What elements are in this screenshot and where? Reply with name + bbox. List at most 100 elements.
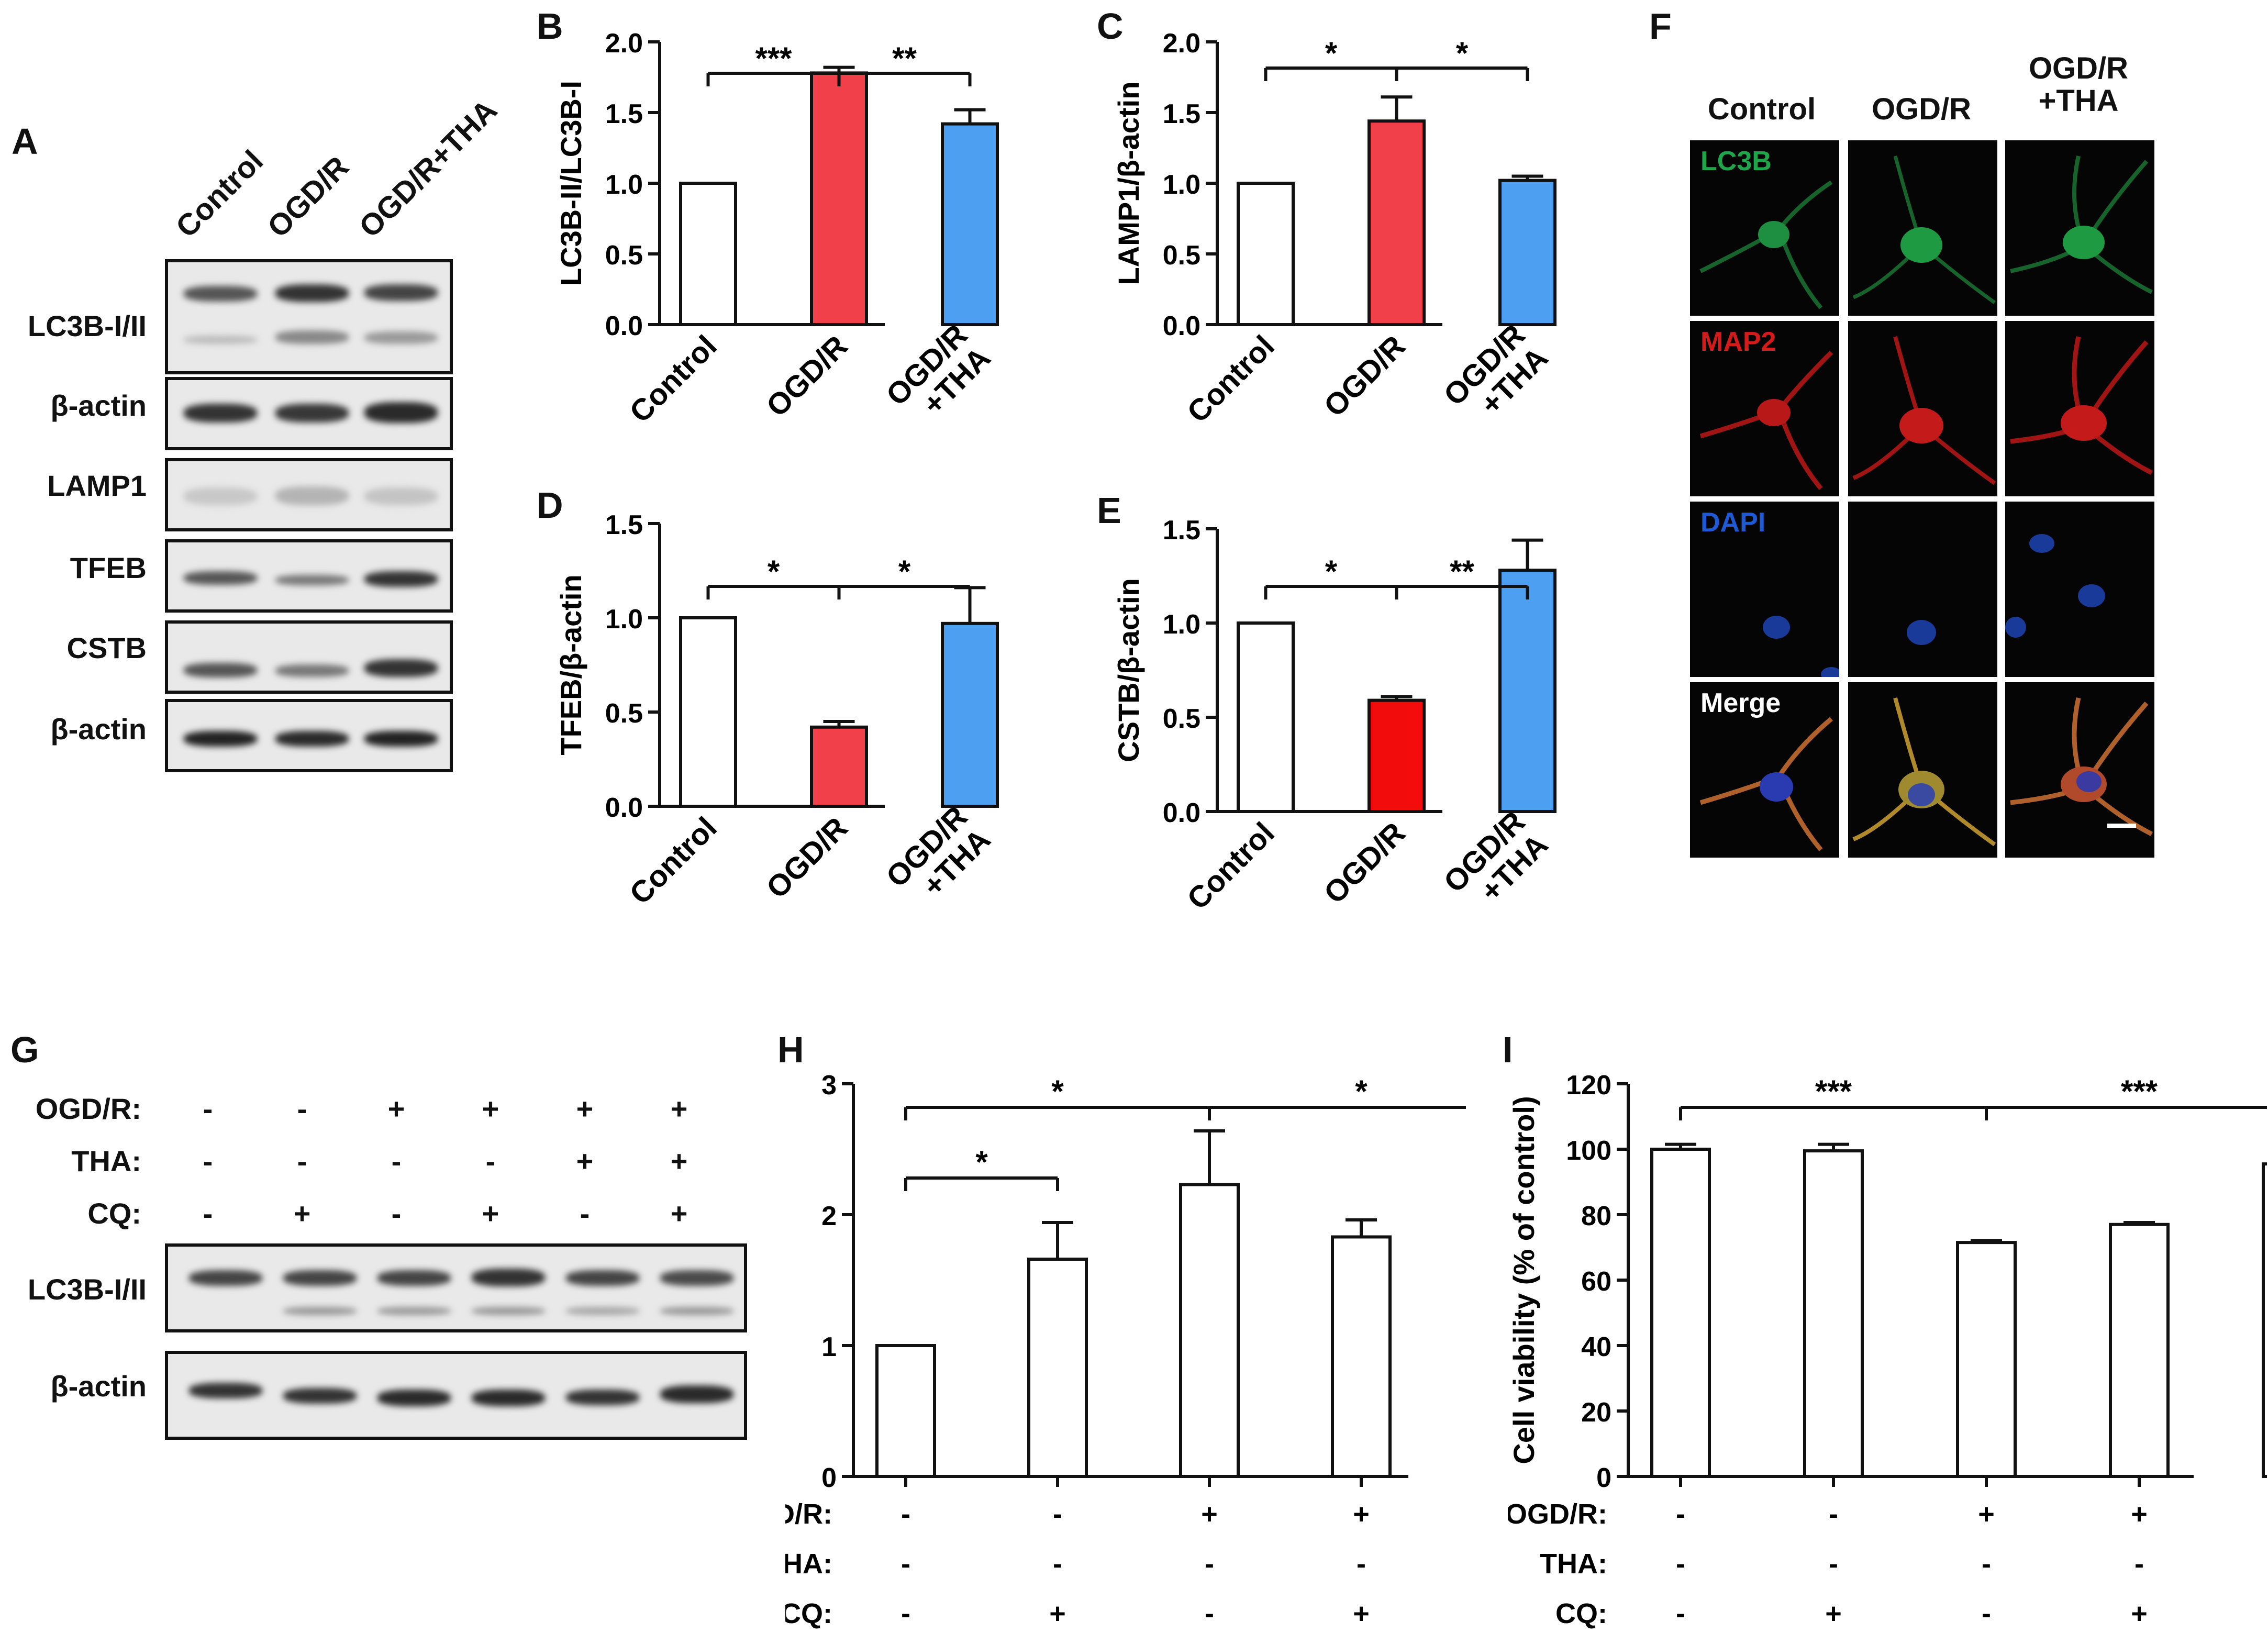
i-treatment-label: OGD/R: (1508, 1498, 1607, 1530)
blot-g-sym: + (576, 1092, 594, 1125)
i-bar (2109, 1223, 2170, 1478)
e-y-tick-label: 1.5 (1163, 515, 1200, 546)
blot-a-label-cstb: CSTB (66, 631, 147, 664)
h-sig-label: * (975, 1145, 988, 1180)
blot-a-label-lc3b: LC3B-I/II (27, 309, 147, 342)
i-sig-label: *** (2121, 1074, 2158, 1109)
blot-g-label-actin: β-actin (50, 1370, 147, 1403)
e-y-tick-label: 1.0 (1163, 609, 1200, 640)
panel-letter-b: B (537, 6, 563, 47)
h-bar (1331, 1235, 1392, 1478)
i-bar (1956, 1241, 2017, 1478)
h-y-tick-label: 3 (821, 1070, 837, 1101)
i-y-tick-label: 20 (1581, 1397, 1611, 1428)
panel-letter-g: G (10, 1029, 39, 1070)
chart-d: 0.0 0.5 1.0 1.5 TFEB/β-actin Control OGD/R OGD/… (555, 510, 999, 911)
b-y-tick-label: 2.0 (605, 28, 643, 59)
h-treatment-symbol: - (1205, 1548, 1214, 1580)
i-sig-label: *** (1815, 1074, 1852, 1109)
blot-g-sym: - (485, 1145, 496, 1177)
d-y-tick-label: 1.5 (605, 510, 643, 540)
blot-g-sym: + (387, 1092, 405, 1125)
i-treatment-symbol: - (1982, 1548, 1991, 1580)
blot-a-label-actin2: β-actin (50, 713, 147, 746)
h-treatment-symbol: + (1353, 1498, 1370, 1530)
blot-a-label-actin1: β-actin (50, 389, 147, 422)
h-treatment-label: CQ: (785, 1598, 832, 1629)
micro-cell-merge-control: Merge (1690, 682, 1839, 858)
d-x-tick-label: OGD/R (760, 810, 854, 905)
b-sig-label: *** (755, 41, 792, 76)
chart-i: 0 20 40 60 80 100 120 Cell viability (% of cont… (1508, 1070, 2267, 1629)
b-x-tick-label: OGD/R (760, 329, 854, 423)
c-y-tick-label: 1.5 (1163, 99, 1200, 129)
b-y-tick-label: 1.0 (605, 170, 643, 200)
h-sig-label: * (1051, 1074, 1064, 1109)
micro-col-ogdr: OGD/R (1871, 92, 1972, 126)
h-y-tick-label: 0 (821, 1463, 837, 1493)
blot-a-strip-lamp1 (165, 458, 453, 531)
micro-col-control: Control (1707, 92, 1816, 126)
h-treatment-symbol: - (901, 1598, 910, 1629)
b-y-tick-label: 0.0 (605, 311, 643, 341)
blot-a-label-tfeb: TFEB (70, 551, 147, 584)
micro-cell-map2-control: MAP2 (1690, 321, 1839, 496)
i-bar (1803, 1149, 1864, 1478)
d-y-tick-label: 0.0 (605, 793, 643, 823)
d-x-tick-label: Control (623, 810, 724, 911)
blot-a-lane-control: Control (169, 143, 270, 245)
c-x-tick-label: Control (1181, 329, 1281, 429)
panel-letter-c: C (1097, 6, 1124, 47)
c-y-tick-label: 0.5 (1163, 240, 1200, 271)
h-treatment-symbol: + (1353, 1598, 1370, 1629)
i-y-label: Cell viability (% of control) (1508, 1096, 1540, 1464)
blot-a-lane-ogdr-tha: OGD/R+THA (352, 93, 504, 245)
blot-g-strip-actin (165, 1351, 747, 1440)
i-treatment-symbol: + (1825, 1598, 1842, 1629)
blot-g-sym: + (482, 1197, 499, 1230)
b-bar (941, 122, 999, 326)
e-y-label: CSTB/β-actin (1113, 578, 1145, 762)
b-sig-label: ** (892, 41, 917, 76)
h-treatment-symbol: - (1205, 1598, 1214, 1629)
micro-label-map2: MAP2 (1700, 327, 1776, 357)
blot-g-sym: - (391, 1145, 402, 1177)
i-treatment-symbol: - (1829, 1548, 1838, 1580)
h-treatment-symbol: - (901, 1498, 910, 1530)
i-treatment-symbol: + (1978, 1498, 1995, 1530)
micro-cell-dapi-ogdr-tha (2005, 502, 2154, 677)
i-y-tick-label: 120 (1566, 1070, 1611, 1101)
blot-g-strip-lc3b (165, 1243, 747, 1332)
h-y-tick-label: 2 (821, 1201, 837, 1231)
blot-g-sym: - (297, 1145, 307, 1177)
h-treatment-symbol: - (1053, 1548, 1062, 1580)
blot-a-strip-actin2 (165, 699, 453, 772)
blot-a-strip-cstb (165, 620, 453, 694)
i-y-tick-label: 0 (1596, 1463, 1611, 1493)
i-treatment-symbol: - (2134, 1548, 2144, 1580)
i-treatment-symbol: - (1676, 1548, 1685, 1580)
micro-label-dapi: DAPI (1700, 507, 1766, 538)
blot-g-label-tha: THA: (71, 1145, 141, 1177)
panel-letter-f: F (1649, 6, 1672, 47)
blot-g-sym: + (293, 1197, 311, 1230)
blot-g-sym: - (203, 1145, 213, 1177)
c-y-tick-label: 1.0 (1163, 170, 1200, 200)
chart-e: 0.0 0.5 1.0 1.5 CSTB/β-actin Control OGD/R OGD/… (1113, 515, 1557, 916)
b-y-tick-label: 0.5 (605, 240, 643, 271)
blot-g-label-ogdr: OGD/R: (35, 1092, 141, 1125)
i-treatment-label: THA: (1540, 1548, 1607, 1580)
h-treatment-symbol: + (1201, 1498, 1218, 1530)
i-y-tick-label: 100 (1566, 1136, 1611, 1166)
e-bar (1237, 621, 1295, 813)
c-y-tick-label: 2.0 (1163, 28, 1200, 59)
c-sig-label: * (1325, 36, 1338, 71)
blot-g-sym: + (670, 1092, 688, 1125)
d-sig-label: * (768, 554, 780, 589)
c-x-tick-label: OGD/R+THA (1437, 318, 1554, 435)
e-x-tick-label: Control (1181, 816, 1281, 916)
e-bar (1498, 569, 1557, 813)
h-treatment-symbol: + (1049, 1598, 1066, 1629)
blot-g-sym: - (580, 1197, 590, 1230)
i-y-tick-label: 40 (1581, 1332, 1611, 1362)
